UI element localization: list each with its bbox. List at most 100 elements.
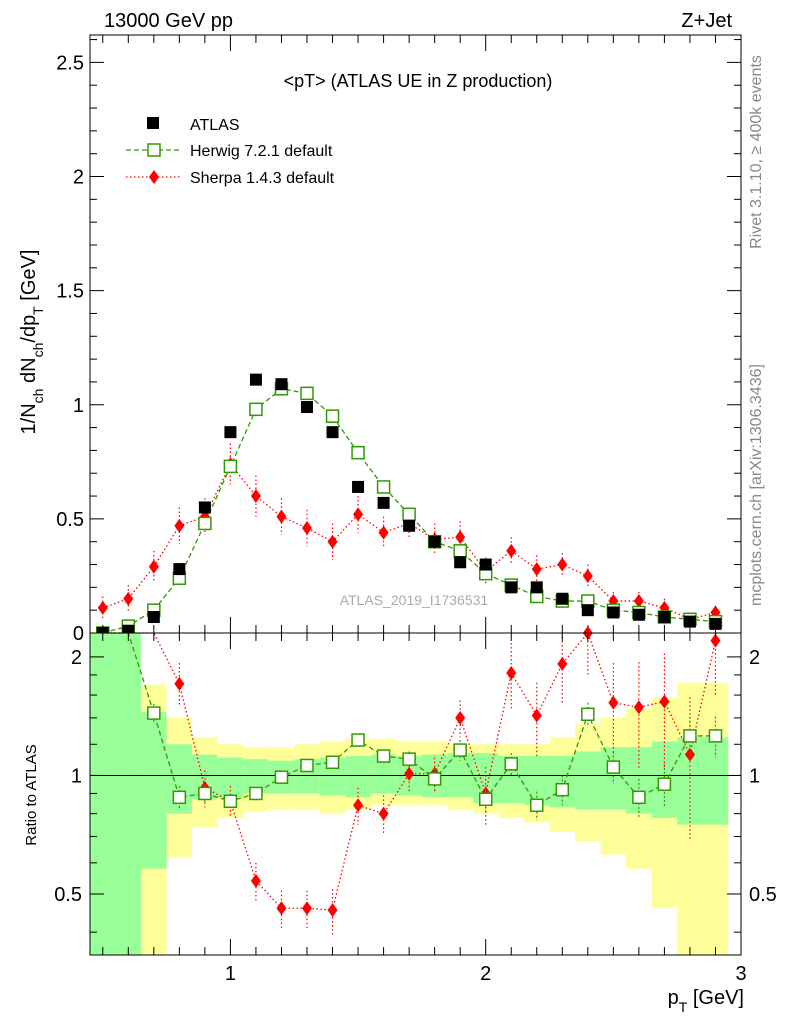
legend: ATLAS Herwig 7.2.1 default Sherpa 1.4.3 …: [126, 117, 335, 187]
sherpa-upper-point: [148, 559, 159, 574]
upper-y-tick-label: 2: [73, 167, 84, 189]
herwig-upper-point: [351, 445, 365, 460]
atlas-data-point: [505, 581, 518, 594]
herwig-ratio-point: [402, 752, 416, 766]
herwig-ratio-point: [198, 786, 212, 801]
sherpa-upper-point: [557, 557, 568, 572]
sherpa-ratio-point: [327, 903, 338, 918]
sherpa-ratio-point: [557, 656, 568, 671]
uncertainty-band-inner: [524, 756, 550, 806]
herwig-upper-point: [376, 480, 391, 494]
sherpa-ratio-point: [174, 676, 185, 691]
herwig-upper-point: [300, 386, 314, 401]
upper-frame: [89, 34, 742, 634]
herwig-ratio-point: [708, 729, 723, 743]
herwig-ratio-point: [351, 733, 365, 747]
upper-y-tick-label: 1.5: [56, 281, 84, 303]
herwig-ratio-point: [632, 790, 646, 805]
lower-y-tick-label-right: 1: [749, 765, 760, 787]
header-right: Z+Jet: [681, 10, 732, 32]
legend-marker-atlas: [147, 117, 159, 129]
legend-label-herwig: Herwig 7.2.1 default: [190, 143, 333, 160]
herwig-ratio-point: [657, 777, 672, 791]
herwig-ratio-point: [249, 786, 263, 801]
atlas-data-point: [632, 608, 645, 621]
herwig-ratio-point: [504, 757, 518, 771]
sherpa-upper-point: [302, 521, 312, 536]
atlas-data-point: [428, 535, 441, 548]
sherpa-ratio-point: [404, 766, 415, 781]
sherpa-ratio-point: [659, 694, 670, 709]
sherpa-upper-point: [250, 489, 261, 504]
sherpa-upper-point: [633, 594, 644, 609]
atlas-data-point: [454, 556, 467, 569]
sherpa-upper-point: [506, 543, 517, 558]
herwig-ratio-point: [606, 760, 621, 774]
sherpa-upper-point: [174, 518, 185, 533]
sherpa-ratio-point: [633, 700, 644, 715]
upper-y-axis-label: 1/Nch dNch/dpT [GeV]: [18, 250, 46, 435]
herwig-upper-point: [402, 507, 416, 522]
lower-y-tick-label: 1: [71, 765, 82, 787]
sherpa-ratio-point: [302, 901, 312, 916]
herwig-ratio-point: [478, 792, 493, 807]
sherpa-upper-point: [327, 534, 338, 549]
uncertainty-band-inner: [575, 751, 601, 810]
uncertainty-band-inner: [90, 633, 142, 955]
upper-y-tick-label: 0.5: [56, 509, 84, 531]
legend-label-sherpa: Sherpa 1.4.3 default: [190, 170, 335, 187]
mcplots-reference-label: mcplots.cern.ch [arXiv:1306.3436]: [748, 364, 765, 606]
uncertainty-band-inner: [345, 756, 371, 798]
header-left: 13000 GeV pp: [104, 10, 233, 32]
sherpa-ratio-point: [455, 710, 466, 725]
herwig-upper-point: [249, 402, 263, 417]
atlas-data-point: [556, 592, 569, 605]
uncertainty-band-inner: [549, 756, 576, 808]
legend-marker-sherpa: [149, 170, 159, 184]
atlas-data-point: [147, 611, 160, 624]
herwig-ratio-point: [325, 755, 340, 770]
atlas-data-point: [301, 401, 313, 414]
x-tick-label: 2: [480, 963, 491, 985]
atlas-data-point: [326, 426, 339, 439]
sherpa-ratio-point: [378, 806, 389, 821]
herwig-ratio-point: [274, 770, 289, 784]
lower-y-tick-label: 0.5: [54, 884, 82, 906]
herwig-ratio-point: [530, 798, 544, 813]
sherpa-upper-point: [531, 562, 542, 577]
upper-y-tick-label: 1: [73, 395, 84, 417]
sherpa-ratio-point: [608, 695, 619, 710]
herwig-upper-point: [453, 544, 467, 558]
atlas-data-point: [275, 378, 288, 391]
herwig-ratio-point: [147, 706, 161, 720]
sherpa-ratio-point: [250, 873, 261, 888]
uncertainty-band-inner: [677, 737, 729, 825]
atlas-data-point: [403, 519, 416, 532]
sherpa-upper-point: [276, 509, 287, 524]
sherpa-upper-point: [378, 525, 389, 540]
legend-marker-herwig: [147, 143, 161, 157]
x-tick-label: 1: [225, 963, 236, 985]
herwig-ratio-point: [300, 758, 314, 773]
atlas-data-point: [581, 604, 594, 617]
sherpa-upper-point: [353, 507, 364, 522]
atlas-data-point: [173, 563, 186, 576]
lower-y-axis-label: Ratio to ATLAS: [23, 744, 40, 845]
sherpa-upper-point: [582, 568, 593, 583]
atlas-data-point: [658, 611, 671, 624]
herwig-ratio-point: [555, 782, 570, 797]
herwig-ratio-point: [427, 772, 442, 786]
sherpa-ratio-point: [276, 901, 287, 916]
sherpa-ratio-point: [506, 666, 517, 681]
sherpa-upper-point: [123, 591, 134, 606]
herwig-ratio-point: [376, 749, 391, 763]
herwig-ratio-point: [683, 729, 697, 743]
herwig-ratio-point: [453, 743, 467, 757]
atlas-data-point: [224, 426, 237, 439]
lower-panel: 0.5 0.5 1 1 2 2 1 2 3: [54, 626, 777, 985]
x-axis-label: pT [GeV]: [668, 987, 744, 1015]
analysis-label: ATLAS_2019_I1736531: [340, 592, 489, 608]
uncertainty-band-inner: [141, 711, 167, 869]
atlas-data-point: [709, 617, 722, 630]
